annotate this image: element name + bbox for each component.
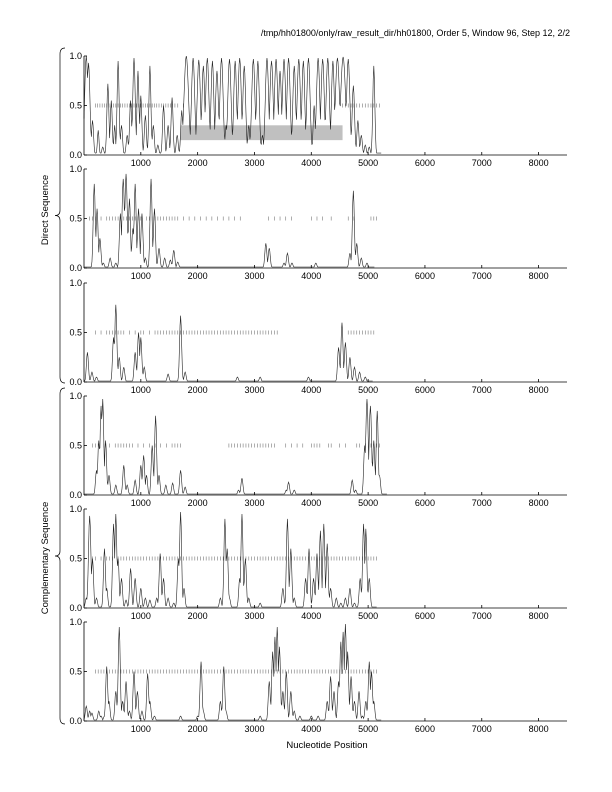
x-tick-label: 2000 [188,158,208,168]
x-tick-label: 5000 [358,724,378,734]
y-tick-label: 0.0 [69,150,82,160]
y-tick-label: 0.0 [69,603,82,613]
x-tick-label: 8000 [529,385,549,395]
y-tick-label: 0.0 [69,490,82,500]
x-tick-label: 3000 [244,498,264,508]
series-line [84,304,373,382]
x-tick-label: 6000 [415,498,435,508]
x-tick-label: 7000 [472,158,492,168]
x-axis-label: Nucleotide Position [286,740,367,751]
x-tick-label: 3000 [244,724,264,734]
x-tick-label: 7000 [472,611,492,621]
x-tick-label: 8000 [529,498,549,508]
x-tick-label: 8000 [529,724,549,734]
x-tick-label: 5000 [358,271,378,281]
midline-dashes [92,443,380,448]
x-tick-label: 4000 [301,271,321,281]
x-tick-label: 1000 [131,158,151,168]
x-tick-label: 1000 [131,385,151,395]
x-tick-label: 4000 [301,498,321,508]
x-tick-label: 2000 [188,271,208,281]
panel-2: 0.0 0.5 1.0 1000 2000 3000 4000 5000 6000 7000 800… [69,164,567,281]
group-label-direct: Direct Sequence [40,175,51,245]
x-tick-label: 8000 [529,611,549,621]
x-tick-label: 8000 [529,158,549,168]
x-tick-label: 5000 [358,611,378,621]
group-label-complementary: Complementary Sequence [40,502,51,614]
x-tick-label: 5000 [358,158,378,168]
y-tick-label: 1.0 [69,164,82,174]
midline-dashes [95,103,380,108]
x-tick-label: 1000 [131,271,151,281]
series-line [84,173,375,268]
y-tick-label: 1.0 [69,617,82,627]
panel-1: 0.0 0.5 1.0 1000 2000 3000 4000 5000 6000 7000 800… [69,51,567,168]
x-tick-label: 2000 [188,611,208,621]
x-tick-label: 6000 [415,611,435,621]
series-line [83,623,382,721]
midline-dashes [89,216,377,221]
x-tick-label: 6000 [415,158,435,168]
x-tick-label: 4000 [301,724,321,734]
series-line [84,398,387,495]
panel-5: 0.0 0.5 1.0 1000 2000 3000 4000 5000 6000 7000 800… [69,504,567,621]
highlight-band [180,125,343,141]
x-tick-label: 5000 [358,385,378,395]
panel-3: 0.0 0.5 1.0 1000 2000 3000 4000 5000 6000 7000 800… [69,278,567,395]
y-tick-label: 0.5 [69,554,82,564]
y-tick-label: 1.0 [69,504,82,514]
x-tick-label: 1000 [131,611,151,621]
chart-panels: 0.0 0.5 1.0 1000 2000 3000 4000 5000 6000 7000 800… [69,51,567,734]
series-line [83,55,382,154]
y-tick-label: 0.0 [69,377,82,387]
y-tick-label: 1.0 [69,391,82,401]
midline-dashes [95,330,375,335]
x-tick-label: 3000 [244,271,264,281]
panel-4: 0.0 0.5 1.0 1000 2000 3000 4000 5000 6000 7000 800… [69,391,567,508]
group-bracket [54,387,66,725]
x-tick-label: 6000 [415,271,435,281]
group-bracket [54,47,66,384]
x-tick-label: 4000 [301,611,321,621]
chart-header: /tmp/hh01800/only/raw_result_dir/hh01800… [261,28,570,38]
x-tick-label: 7000 [472,498,492,508]
x-tick-label: 7000 [472,271,492,281]
x-tick-label: 4000 [301,158,321,168]
y-tick-label: 0.5 [69,214,82,224]
midline-dashes [92,556,377,561]
group-brackets [54,47,66,725]
x-tick-label: 2000 [188,498,208,508]
panel-6: 0.0 0.5 1.0 1000 2000 3000 4000 5000 6000 7000 800… [69,617,567,734]
x-tick-label: 4000 [301,385,321,395]
x-tick-label: 6000 [415,385,435,395]
x-tick-label: 1000 [131,498,151,508]
midline-dashes [95,669,377,674]
x-tick-label: 5000 [358,498,378,508]
y-tick-label: 0.5 [69,101,82,111]
x-tick-label: 3000 [244,385,264,395]
y-tick-label: 0.5 [69,667,82,677]
x-tick-label: 7000 [472,724,492,734]
x-tick-label: 2000 [188,385,208,395]
x-tick-label: 1000 [131,724,151,734]
y-tick-label: 0.0 [69,263,82,273]
x-tick-label: 3000 [244,158,264,168]
y-tick-label: 0.5 [69,328,82,338]
series-line [83,511,377,608]
y-tick-label: 1.0 [69,51,82,61]
x-tick-label: 2000 [188,724,208,734]
y-tick-label: 0.0 [69,716,82,726]
y-tick-label: 0.5 [69,441,82,451]
x-tick-label: 6000 [415,724,435,734]
x-tick-label: 8000 [529,271,549,281]
y-tick-label: 1.0 [69,278,82,288]
x-tick-label: 3000 [244,611,264,621]
x-tick-label: 7000 [472,385,492,395]
